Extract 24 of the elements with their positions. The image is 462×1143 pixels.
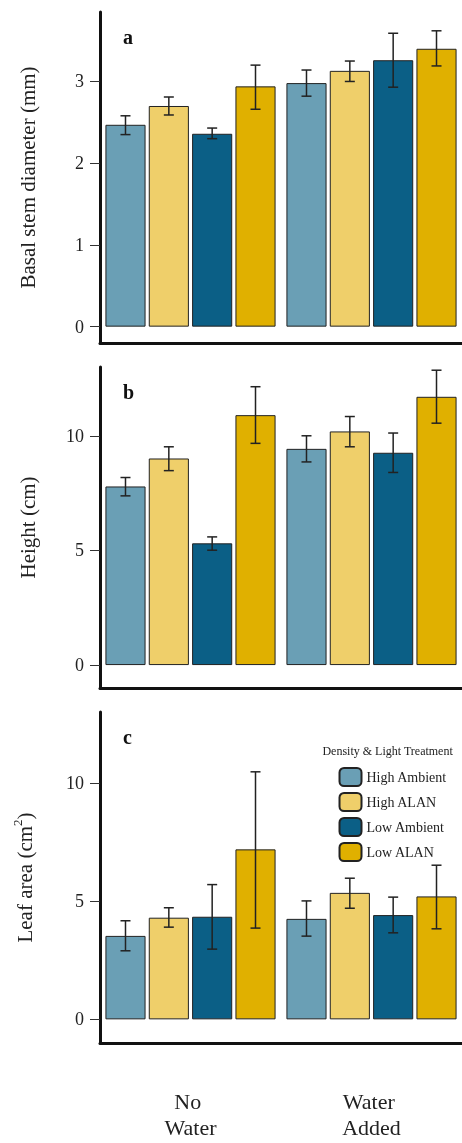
legend-label: High Ambient [366,769,447,785]
y-tick-label: 1 [75,234,84,255]
y-tick-label: 10 [66,772,84,793]
text: a [123,26,133,48]
y-tick-label: 2 [75,153,84,174]
x-tick-label: No Water [164,1088,218,1140]
legend-label: Low Ambient [366,819,444,835]
text: c [123,726,132,748]
y-axis-title: Height (cm) [15,476,40,579]
bar [192,133,233,327]
legend-title: Density & Light Treatment [322,744,454,758]
y-tick-label: 0 [75,316,84,337]
y-tick-label: 0 [75,1009,84,1030]
y-tick-label: 0 [75,655,84,676]
x-tick-label: Water Added [342,1088,401,1140]
legend-label: Low ALAN [366,844,434,860]
y-axis-title: Basal stem diameter (mm) [15,66,40,289]
y-tick-label: 5 [75,540,84,561]
y-tick-label: 10 [66,425,84,446]
legend-label: High ALAN [366,794,437,810]
text: b [123,381,135,403]
y-axis-title: Leaf area (cm2) [10,812,37,943]
y-tick-label: 5 [75,891,84,912]
y-tick-label: 3 [75,71,84,92]
